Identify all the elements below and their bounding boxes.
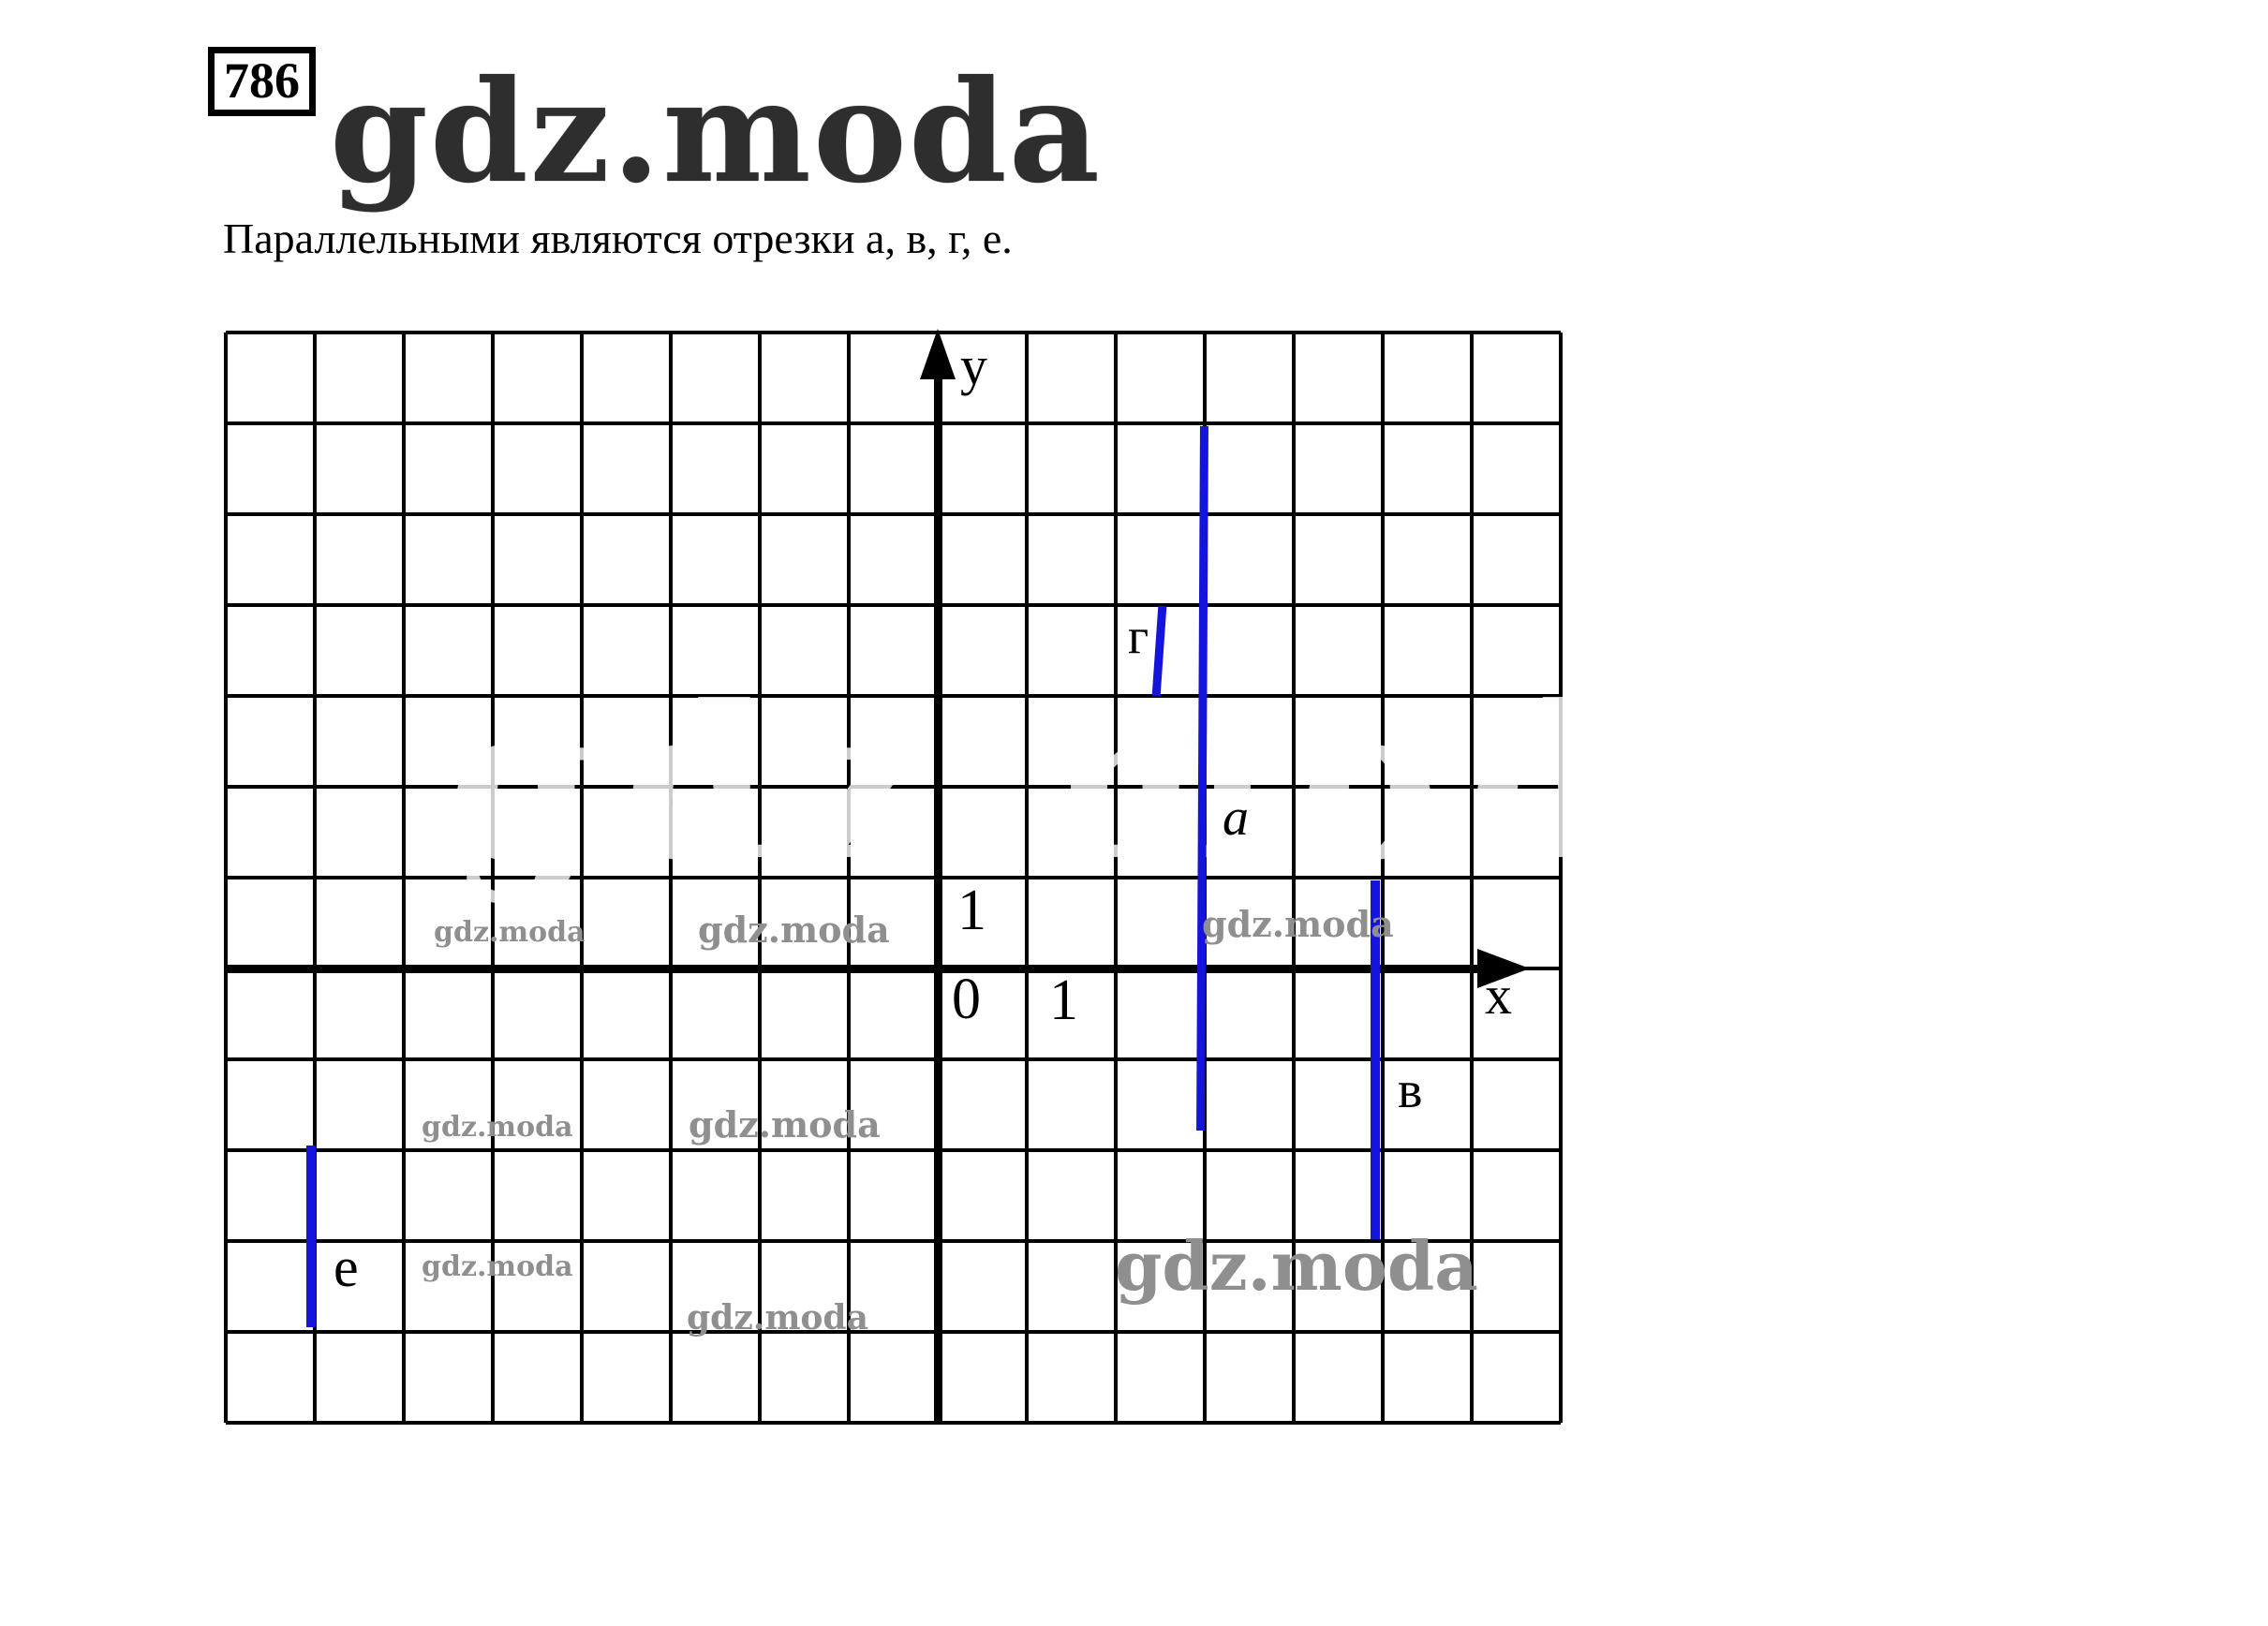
- grid-hline: [226, 1057, 1561, 1061]
- segment-g-label: г: [1128, 608, 1149, 664]
- gdz-moda-watermark: gdz.moda: [422, 1111, 573, 1144]
- grid-hline: [226, 331, 1561, 334]
- x-tick-1: 1: [1049, 968, 1078, 1032]
- x-axis-label: x: [1485, 965, 1512, 1026]
- gdz-moda-watermark: gdz.moda: [698, 909, 890, 951]
- grid-hline: [226, 603, 1561, 607]
- grid-hline: [226, 876, 1561, 880]
- segment-e: [306, 1146, 316, 1327]
- grid-hline: [226, 785, 1561, 789]
- y-axis: [934, 361, 942, 1423]
- grid-hline: [226, 1239, 1561, 1243]
- segment-e-label: е: [334, 1236, 359, 1298]
- grid-hline: [226, 421, 1561, 425]
- segment-v-label: в: [1398, 1061, 1423, 1119]
- problem-number: 786: [208, 47, 316, 116]
- grid-hline: [226, 694, 1561, 698]
- y-tick-1: 1: [957, 879, 986, 942]
- white-watermark-overlay: gdz.moda: [448, 660, 1809, 908]
- x-axis: [226, 965, 1477, 973]
- grid-vline: [1559, 333, 1563, 1423]
- segment-a-label: а: [1223, 789, 1249, 847]
- site-logo: gdz.moda: [330, 50, 1103, 214]
- y-axis-arrow-icon: [920, 329, 956, 379]
- gdz-moda-watermark: gdz.moda: [1115, 1226, 1478, 1306]
- gdz-moda-watermark: gdz.moda: [1202, 903, 1394, 945]
- grid-hline: [226, 1421, 1561, 1425]
- grid-hline: [226, 512, 1561, 516]
- grid-hline: [226, 1330, 1561, 1334]
- coordinate-grid-figure: gdz.moda y x 1 0 1 а г в е: [224, 329, 1780, 1425]
- gdz-moda-watermark: gdz.moda: [687, 1298, 868, 1338]
- x-axis-arrow-icon: [1477, 949, 1530, 988]
- segment-v: [1371, 880, 1380, 1239]
- gdz-moda-watermark: gdz.moda: [434, 916, 586, 949]
- answer-text: Параллельными являются отрезки а, в, г, …: [223, 214, 1013, 262]
- grid-hline: [226, 1148, 1561, 1152]
- y-axis-label: y: [960, 335, 987, 396]
- origin-0: 0: [952, 968, 981, 1031]
- gdz-moda-watermark: gdz.moda: [689, 1103, 881, 1146]
- gdz-moda-watermark: gdz.moda: [422, 1250, 573, 1283]
